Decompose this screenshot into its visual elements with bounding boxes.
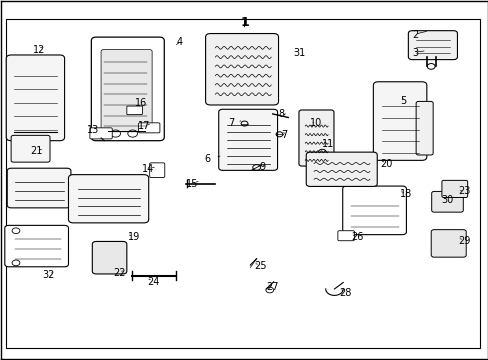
Text: 27: 27 [266, 282, 278, 292]
Text: 12: 12 [33, 45, 45, 55]
FancyBboxPatch shape [298, 110, 333, 166]
Text: 17: 17 [137, 121, 150, 131]
Text: 23: 23 [458, 186, 470, 196]
Text: 28: 28 [339, 288, 351, 297]
Text: 18: 18 [399, 189, 411, 199]
FancyBboxPatch shape [342, 186, 406, 235]
Text: 9: 9 [259, 162, 264, 172]
Text: 6: 6 [204, 154, 210, 163]
Text: 21: 21 [30, 147, 43, 157]
FancyBboxPatch shape [92, 242, 126, 274]
FancyBboxPatch shape [305, 152, 376, 186]
Text: 26: 26 [351, 232, 363, 242]
Text: 14: 14 [142, 164, 154, 174]
Text: 24: 24 [147, 277, 159, 287]
FancyBboxPatch shape [149, 163, 164, 177]
FancyBboxPatch shape [430, 230, 465, 257]
Text: 5: 5 [399, 96, 406, 107]
FancyBboxPatch shape [7, 168, 71, 208]
Text: 7: 7 [228, 118, 234, 128]
FancyBboxPatch shape [138, 123, 160, 133]
Text: 19: 19 [127, 232, 140, 242]
FancyBboxPatch shape [441, 180, 467, 198]
FancyBboxPatch shape [6, 19, 479, 348]
FancyBboxPatch shape [431, 192, 462, 212]
Text: 3: 3 [411, 48, 418, 58]
Text: 7: 7 [281, 130, 286, 140]
FancyBboxPatch shape [415, 102, 432, 155]
Text: 16: 16 [135, 98, 147, 108]
FancyBboxPatch shape [407, 31, 457, 60]
Text: 30: 30 [441, 195, 453, 204]
FancyBboxPatch shape [91, 37, 164, 141]
Text: 29: 29 [458, 236, 470, 246]
Text: 11: 11 [322, 139, 334, 149]
FancyBboxPatch shape [90, 128, 112, 139]
Text: 4: 4 [176, 37, 182, 48]
FancyBboxPatch shape [205, 33, 278, 105]
Text: 25: 25 [254, 261, 266, 271]
Text: 8: 8 [278, 109, 284, 119]
Text: 32: 32 [42, 270, 55, 280]
FancyBboxPatch shape [68, 175, 148, 223]
FancyBboxPatch shape [126, 106, 142, 114]
FancyBboxPatch shape [6, 55, 64, 141]
FancyBboxPatch shape [101, 50, 152, 132]
Text: 20: 20 [380, 159, 392, 169]
Text: 10: 10 [309, 118, 322, 128]
FancyBboxPatch shape [372, 82, 426, 160]
FancyBboxPatch shape [337, 231, 354, 241]
Text: 1: 1 [240, 16, 248, 29]
Text: 31: 31 [292, 48, 305, 58]
FancyBboxPatch shape [218, 109, 277, 170]
Text: 22: 22 [113, 268, 125, 278]
Text: 15: 15 [186, 179, 198, 189]
Text: 13: 13 [86, 125, 99, 135]
Text: 2: 2 [411, 30, 418, 40]
FancyBboxPatch shape [11, 135, 50, 162]
FancyBboxPatch shape [5, 225, 68, 267]
